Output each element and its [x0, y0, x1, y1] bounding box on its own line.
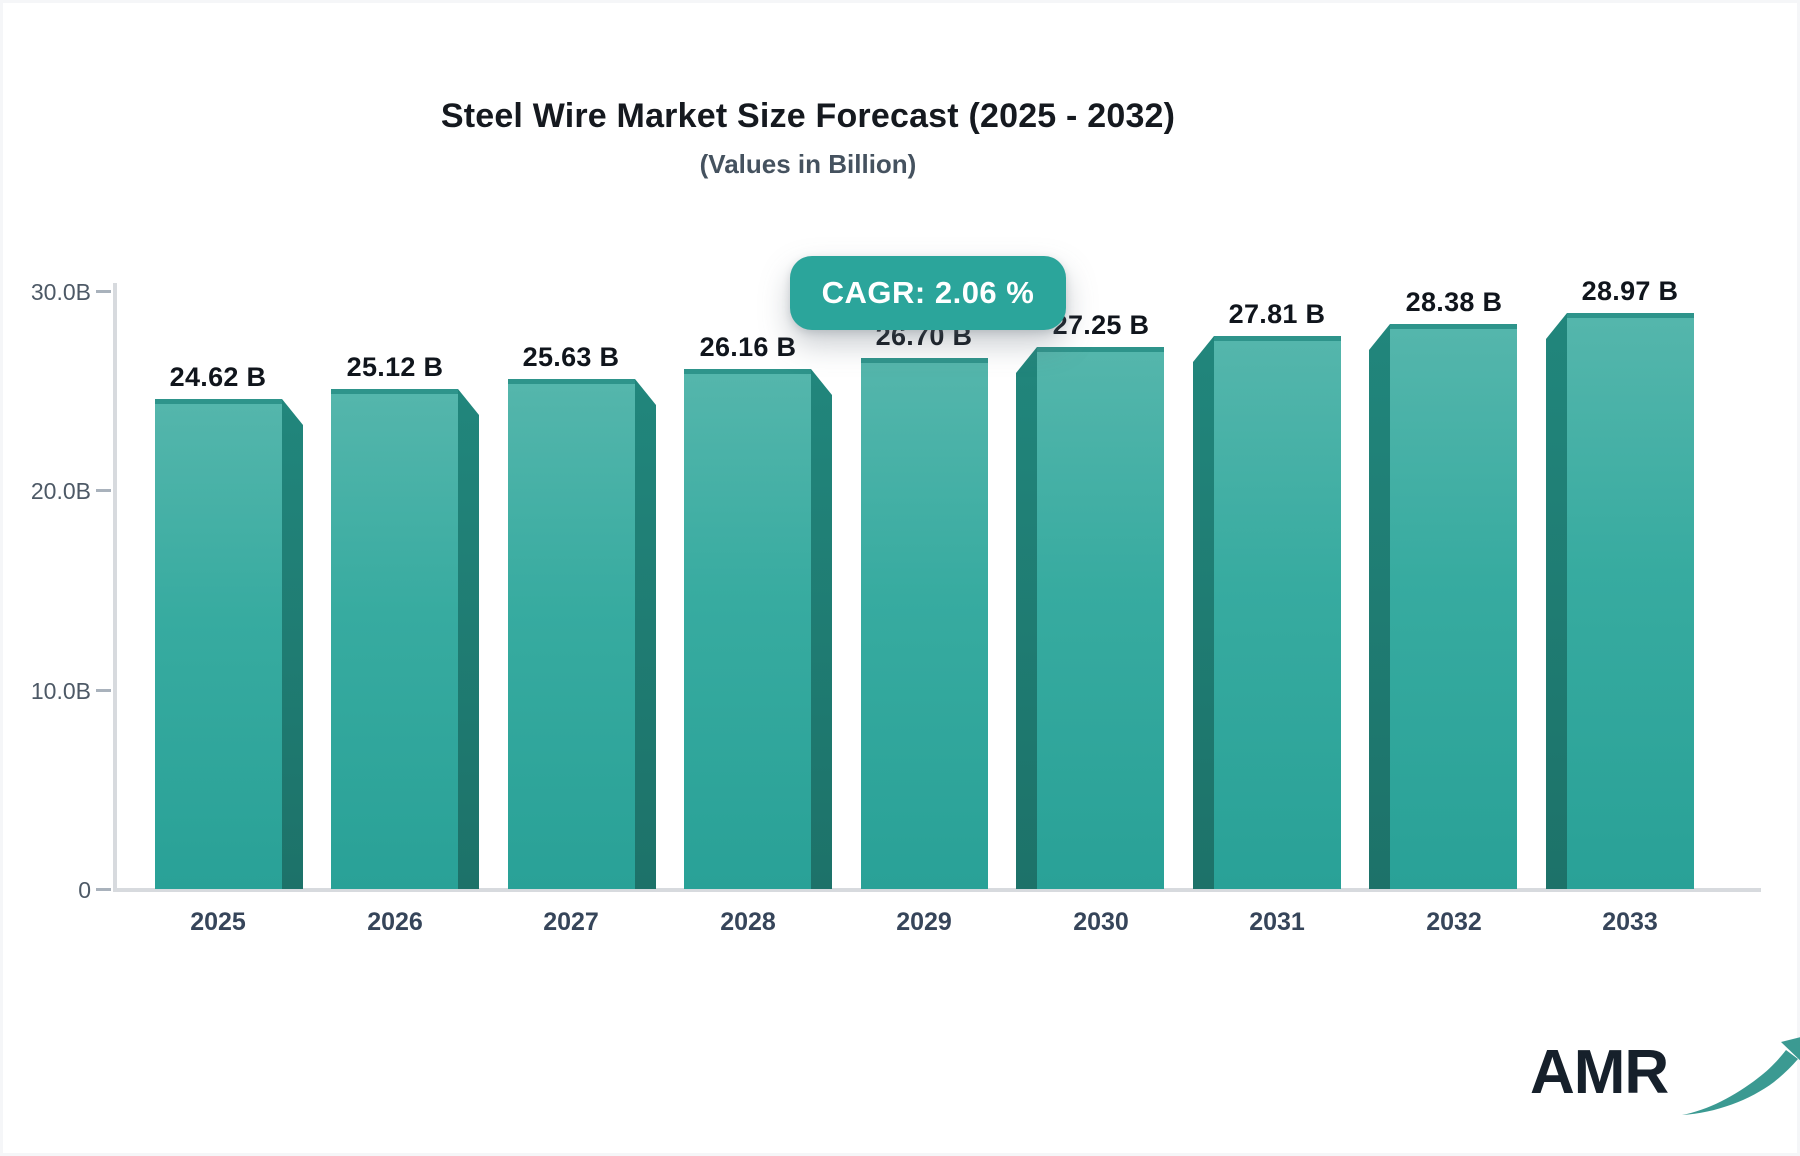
value-label-2027: 25.63 B [522, 342, 620, 372]
bar-2028[interactable] [684, 369, 811, 889]
y-tick-dash [96, 888, 111, 891]
bar-3d-side-2032 [1369, 324, 1390, 889]
cagr-badge: CAGR: 2.06 % [790, 256, 1066, 330]
bar-top-edge [508, 379, 635, 384]
x-tick-label-2032: 2032 [1426, 908, 1482, 936]
bar-2029[interactable] [861, 358, 988, 889]
value-label-2030: 27.25 B [1052, 310, 1150, 340]
value-label-2031: 27.81 B [1228, 299, 1326, 329]
bar-3d-side-2033 [1546, 313, 1567, 889]
bar-top-edge [861, 358, 988, 363]
chart-title: Steel Wire Market Size Forecast (2025 - … [440, 97, 1176, 135]
bar-top-edge [1214, 336, 1341, 341]
y-tick-label: 30.0B [30, 279, 91, 305]
bar-top-edge [684, 369, 811, 374]
bar-3d-side-2031 [1193, 336, 1214, 889]
bar-top-edge [155, 399, 282, 404]
x-tick-label-2027: 2027 [543, 908, 599, 936]
amr-logo-text: AMR [1530, 1038, 1669, 1107]
chart-subtitle: (Values in Billion) [699, 149, 917, 179]
amr-logo: AMR [1530, 1031, 1800, 1121]
y-tick-label: 20.0B [30, 478, 91, 504]
y-tick-label: 0 [78, 877, 91, 903]
x-tick-label-2033: 2033 [1602, 908, 1658, 936]
bar-chart-plot-area: 0 10.0B 20.0B 30.0B 24.62 B 2025 25.12 B 2026 25… [3, 3, 1797, 1153]
value-label-2033: 28.97 B [1581, 276, 1679, 306]
x-tick-label-2025: 2025 [190, 908, 246, 936]
x-tick-label-2026: 2026 [367, 908, 423, 936]
x-tick-label-2029: 2029 [896, 908, 952, 936]
y-tick-label: 10.0B [30, 678, 91, 704]
bar-3d-side-2025 [282, 399, 303, 889]
bar-2031[interactable] [1214, 336, 1341, 889]
y-tick-dash [96, 290, 111, 293]
bar-2026[interactable] [331, 389, 458, 889]
bar-3d-side-2030 [1016, 347, 1037, 889]
bar-top-edge [1567, 313, 1694, 318]
y-tick-dash [96, 489, 111, 492]
y-tick-dash [96, 689, 111, 692]
value-label-2026: 25.12 B [346, 352, 444, 382]
value-label-2028: 26.16 B [699, 332, 797, 362]
growth-arrow-icon [1682, 1037, 1800, 1115]
value-label-2032: 28.38 B [1405, 287, 1503, 317]
bar-2032[interactable] [1390, 324, 1517, 889]
bar-2027[interactable] [508, 379, 635, 889]
bar-2025[interactable] [155, 399, 282, 889]
bar-top-edge [1037, 347, 1164, 352]
bar-top-edge [1390, 324, 1517, 329]
bar-3d-side-2027 [635, 379, 656, 889]
bar-3d-side-2028 [811, 369, 832, 889]
value-label-2025: 24.62 B [169, 362, 267, 392]
bar-2033[interactable] [1567, 313, 1694, 889]
x-tick-label-2030: 2030 [1073, 908, 1129, 936]
bar-2030[interactable] [1037, 347, 1164, 889]
y-axis-line [113, 283, 117, 892]
bar-top-edge [331, 389, 458, 394]
bar-3d-side-2026 [458, 389, 479, 889]
chart-card: Steel Wire Market Size Forecast (2025 - … [3, 3, 1800, 1153]
x-axis-line [113, 888, 1761, 892]
x-tick-label-2031: 2031 [1249, 908, 1305, 936]
x-tick-label-2028: 2028 [720, 908, 776, 936]
